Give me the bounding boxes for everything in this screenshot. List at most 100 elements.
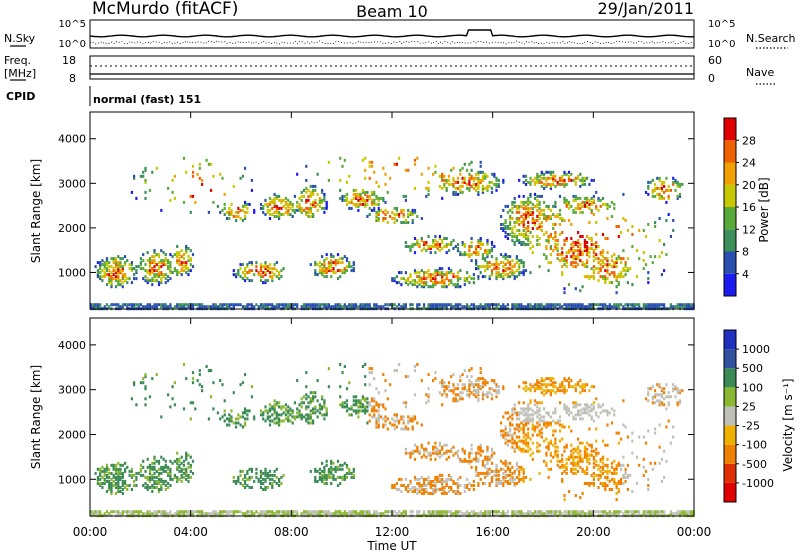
power-cell (178, 259, 181, 263)
power-cell (581, 263, 584, 267)
velocity-cell (554, 407, 557, 411)
velocity-cell (391, 486, 394, 489)
velocity-cell (402, 419, 405, 423)
power-cell (490, 271, 494, 275)
velocity-cell (423, 484, 426, 487)
velocity-cell (323, 467, 326, 471)
power-cell (527, 210, 530, 214)
power-cell (359, 305, 362, 309)
power-cell (527, 198, 530, 202)
power-cell (413, 158, 417, 162)
velocity-cell (99, 469, 102, 473)
velocity-cell (130, 512, 133, 516)
power-cell (504, 219, 507, 222)
velocity-cell (393, 486, 396, 489)
power-cell (608, 204, 611, 208)
power-cell (518, 305, 521, 309)
power-cell (423, 303, 426, 307)
power-cell (556, 303, 559, 307)
power-cell (259, 303, 263, 307)
velocity-cell (321, 475, 324, 479)
velocity-cell (135, 484, 138, 487)
power-cell (572, 245, 575, 248)
power-cell (413, 283, 417, 287)
velocity-cell (185, 477, 188, 481)
velocity-cell (167, 473, 170, 477)
power-cell (524, 231, 528, 234)
power-cell (570, 223, 573, 226)
velocity-cell (470, 465, 473, 469)
velocity-cell (441, 486, 444, 489)
velocity-cell (545, 445, 548, 449)
power-cell (291, 204, 294, 208)
velocity-cell (468, 389, 471, 393)
velocity-cell (515, 417, 518, 421)
power-cell (207, 210, 210, 214)
power-cell (454, 283, 457, 287)
power-cell (257, 305, 260, 309)
velocity-cell (103, 473, 106, 477)
power-cell (667, 188, 670, 192)
power-cell (375, 305, 378, 309)
power-cell (463, 176, 466, 180)
power-cell (264, 305, 267, 309)
power-cell (307, 303, 310, 307)
velocity-cell (246, 417, 249, 421)
velocity-cell (307, 405, 310, 409)
velocity-cell (321, 397, 324, 401)
velocity-cell (325, 482, 328, 485)
power-cell (583, 204, 586, 208)
power-cell (400, 283, 403, 287)
velocity-cell (191, 510, 195, 514)
velocity-cell (425, 449, 428, 453)
velocity-cell (112, 479, 115, 483)
power-cell (441, 196, 444, 200)
power-cell (264, 198, 267, 202)
power-cell (434, 269, 437, 273)
velocity-cell (554, 409, 557, 413)
velocity-cell (475, 391, 478, 395)
power-cell (164, 281, 167, 285)
velocity-cell (117, 461, 120, 465)
velocity-cell (99, 473, 102, 477)
power-cell (271, 200, 274, 204)
power-cell (271, 303, 274, 307)
velocity-cell (148, 395, 152, 399)
velocity-cell (316, 399, 319, 403)
power-cell (325, 275, 328, 279)
power-cell (441, 275, 444, 279)
power-cell (377, 184, 380, 188)
power-cell (345, 180, 349, 184)
velocity-cell (377, 403, 380, 407)
power-cell (454, 305, 457, 309)
velocity-cell (289, 510, 292, 514)
velocity-cell (450, 389, 453, 393)
power-cell (663, 243, 666, 246)
velocity-cell (241, 415, 244, 419)
velocity-cell (244, 479, 247, 483)
power-cell (563, 291, 566, 295)
power-cell (470, 168, 473, 172)
power-cell (586, 253, 589, 257)
power-cell (538, 225, 541, 228)
power-cell (450, 281, 453, 285)
power-cell (407, 208, 410, 212)
velocity-cell (486, 512, 489, 516)
velocity-cell (121, 471, 124, 475)
velocity-cell (461, 383, 464, 387)
power-cell (570, 263, 573, 267)
power-cell (361, 198, 364, 202)
power-cell (330, 255, 333, 259)
velocity-cell (450, 449, 453, 453)
power-cell (533, 176, 537, 180)
power-cell (486, 243, 489, 246)
velocity-cell (459, 397, 462, 401)
power-cell (479, 247, 482, 250)
velocity-cell (216, 411, 219, 415)
velocity-cell (398, 363, 401, 366)
power-cell (377, 196, 380, 200)
power-cell (355, 196, 358, 200)
velocity-cell (187, 465, 190, 469)
power-cell (475, 247, 478, 250)
power-cell (160, 279, 163, 283)
